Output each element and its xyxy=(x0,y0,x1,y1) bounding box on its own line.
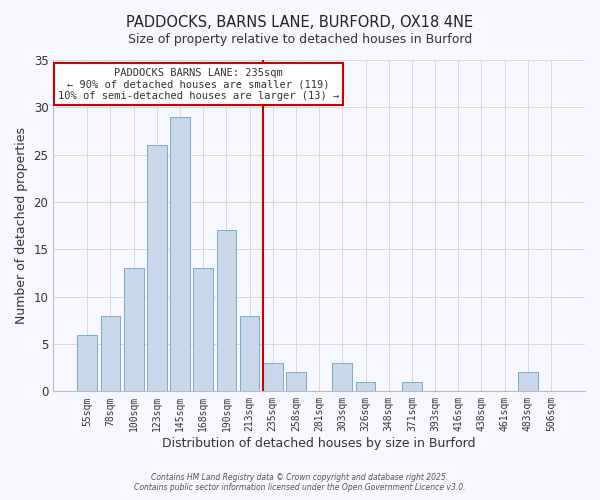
Y-axis label: Number of detached properties: Number of detached properties xyxy=(15,127,28,324)
Bar xyxy=(402,382,422,392)
Text: PADDOCKS, BARNS LANE, BURFORD, OX18 4NE: PADDOCKS, BARNS LANE, BURFORD, OX18 4NE xyxy=(127,15,473,30)
Bar xyxy=(101,316,121,392)
Bar xyxy=(193,268,213,392)
Bar xyxy=(518,372,538,392)
Bar xyxy=(332,363,352,392)
Bar xyxy=(217,230,236,392)
Bar xyxy=(356,382,376,392)
Text: Contains HM Land Registry data © Crown copyright and database right 2025.
Contai: Contains HM Land Registry data © Crown c… xyxy=(134,473,466,492)
Text: Size of property relative to detached houses in Burford: Size of property relative to detached ho… xyxy=(128,32,472,46)
Bar xyxy=(147,145,167,392)
X-axis label: Distribution of detached houses by size in Burford: Distribution of detached houses by size … xyxy=(163,437,476,450)
Bar xyxy=(77,334,97,392)
Bar xyxy=(170,117,190,392)
Bar xyxy=(240,316,259,392)
Bar xyxy=(263,363,283,392)
Bar xyxy=(124,268,143,392)
Bar xyxy=(286,372,306,392)
Text: PADDOCKS BARNS LANE: 235sqm
← 90% of detached houses are smaller (119)
10% of se: PADDOCKS BARNS LANE: 235sqm ← 90% of det… xyxy=(58,68,339,101)
